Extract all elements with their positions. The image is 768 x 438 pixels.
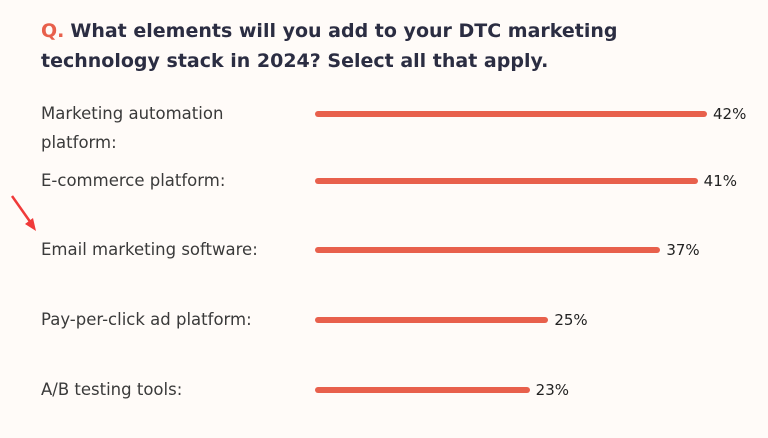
category-label: Marketing automation platform: <box>41 104 224 152</box>
value-label: 42% <box>713 105 747 123</box>
bar <box>315 317 549 323</box>
value-label: 37% <box>666 241 700 259</box>
value-label: 41% <box>703 172 737 190</box>
category-label: E-commerce platform: <box>41 171 226 190</box>
arrow-head <box>25 218 36 231</box>
title-text: What elements will you add to your DTC m… <box>41 20 618 72</box>
value-label: 25% <box>554 311 588 329</box>
arrow-shaft <box>10 195 33 224</box>
value-label: 23% <box>535 381 569 399</box>
bar <box>315 387 530 393</box>
question-label: Q. <box>41 20 65 42</box>
bar <box>315 111 707 117</box>
category-label: A/B testing tools: <box>41 380 183 399</box>
category-label: Email marketing software: <box>41 240 258 259</box>
bar <box>315 247 661 253</box>
pointer-arrow <box>10 195 36 231</box>
bar <box>315 178 698 184</box>
chart-title: Q. What elements will you add to your DTC… <box>41 16 741 76</box>
category-label: Pay-per-click ad platform: <box>41 310 252 329</box>
